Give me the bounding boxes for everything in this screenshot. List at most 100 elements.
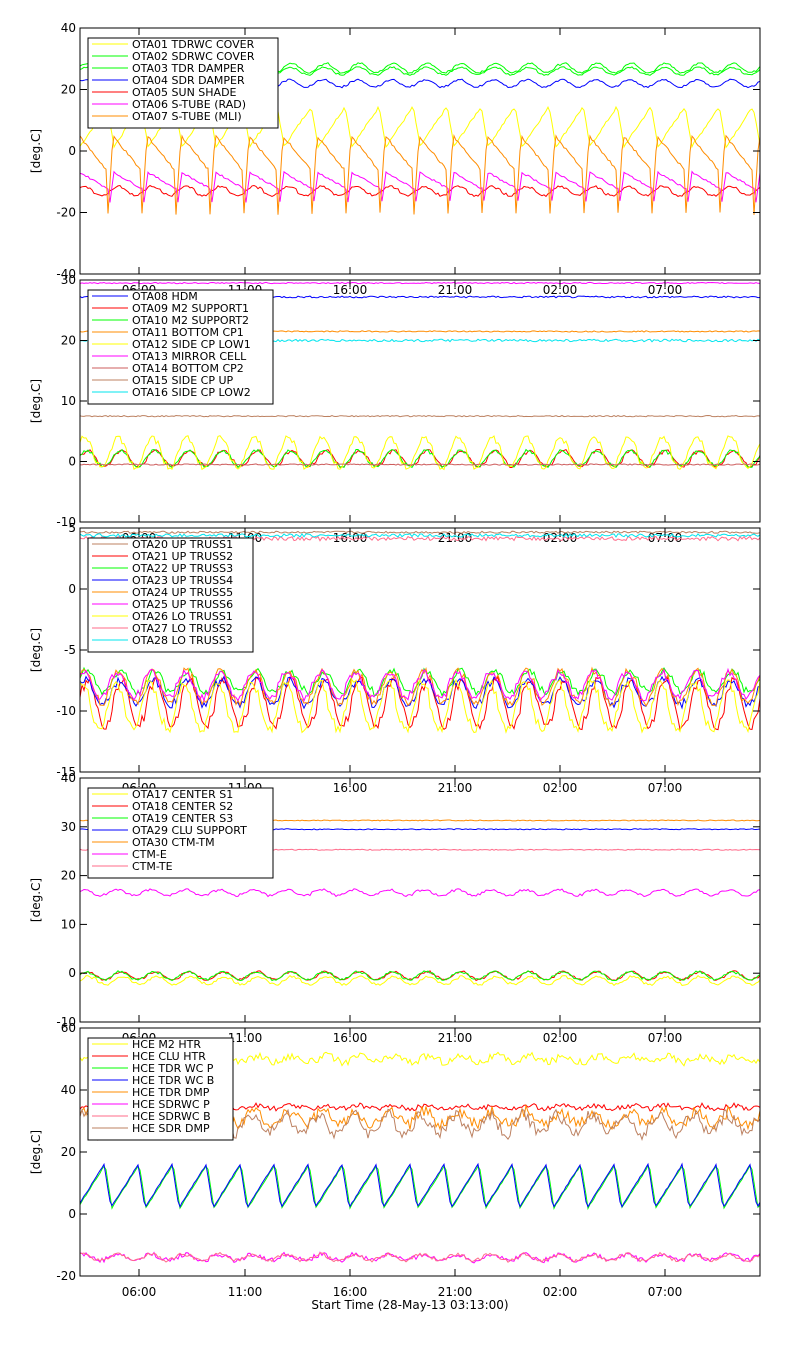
x-tick-label: 21:00 — [438, 781, 473, 795]
series-line — [80, 1251, 760, 1264]
y-tick-label: -40 — [56, 267, 76, 281]
legend-label: OTA20 UP TRUSS1 — [132, 538, 233, 551]
y-tick-label: 40 — [61, 1083, 76, 1097]
legend-label: HCE TDR WC B — [132, 1074, 214, 1087]
x-axis-title: Start Time (28-May-13 03:13:00) — [311, 1298, 509, 1312]
legend-label: OTA04 SDR DAMPER — [132, 74, 245, 87]
legend-label: OTA12 SIDE CP LOW1 — [132, 338, 251, 351]
legend-label: OTA17 CENTER S1 — [132, 788, 233, 801]
legend-label: OTA13 MIRROR CELL — [132, 350, 247, 363]
x-tick-label: 16:00 — [333, 283, 368, 297]
y-tick-label: 20 — [61, 1145, 76, 1159]
legend-label: HCE SDR DMP — [132, 1122, 210, 1135]
legend-label: OTA14 BOTTOM CP2 — [132, 362, 244, 375]
x-tick-label: 02:00 — [543, 781, 578, 795]
series-line — [80, 281, 760, 285]
legend-label: OTA24 UP TRUSS5 — [132, 586, 233, 599]
legend-label: HCE CLU HTR — [132, 1050, 206, 1063]
series-line — [80, 1162, 760, 1208]
x-tick-label: 07:00 — [648, 1031, 683, 1045]
legend-label: OTA01 TDRWC COVER — [132, 38, 255, 51]
chart-panel-4: -1001020304006:0011:0016:0021:0002:0007:… — [29, 771, 761, 1045]
legend-label: OTA18 CENTER S2 — [132, 800, 233, 813]
series-line — [80, 970, 760, 982]
y-tick-label: 20 — [61, 869, 76, 883]
y-axis-title: [deg.C] — [29, 1130, 43, 1174]
y-tick-label: 10 — [61, 394, 76, 408]
x-tick-label: 21:00 — [438, 283, 473, 297]
x-tick-label: 16:00 — [333, 1031, 368, 1045]
legend-label: CTM-E — [132, 848, 167, 861]
x-tick-label: 11:00 — [228, 1031, 263, 1045]
chart-panel-5: -20 0 20 40 60 06:00 11:00 16:00 21:00 02:00 07:00… — [29, 1021, 761, 1299]
x-tick-label: 06:00 — [122, 1285, 157, 1299]
legend-label: OTA22 UP TRUSS3 — [132, 562, 233, 575]
y-tick-label: 0 — [68, 455, 76, 469]
series-line — [80, 975, 760, 987]
series-line — [80, 678, 760, 734]
legend-label: OTA10 M2 SUPPORT2 — [132, 314, 249, 327]
series-line — [80, 530, 760, 534]
x-tick-label: 16:00 — [333, 781, 368, 795]
y-tick-label: -20 — [56, 206, 76, 220]
chart-panel-2: -10010203006:0011:0016:0021:0002:0007:00… — [29, 273, 761, 545]
x-tick-label: 16:00 — [333, 1285, 368, 1299]
legend-label: OTA29 CLU SUPPORT — [132, 824, 247, 837]
legend-label: OTA26 LO TRUSS1 — [132, 610, 233, 623]
y-tick-label: -10 — [56, 704, 76, 718]
y-tick-label: 40 — [61, 21, 76, 35]
series-line — [80, 105, 760, 149]
legend-label: HCE SDRWC P — [132, 1098, 210, 1111]
y-axis-title: [deg.C] — [29, 628, 43, 672]
series-line — [80, 666, 760, 708]
legend-label: OTA08 HDM — [132, 290, 198, 303]
y-tick-label: -15 — [56, 765, 76, 779]
legend-label: OTA02 SDRWC COVER — [132, 50, 255, 63]
plot-frame — [79, 777, 761, 1023]
y-tick-label: 20 — [61, 334, 76, 348]
x-tick-label: 07:00 — [648, 283, 683, 297]
y-tick-label: 0 — [68, 1207, 76, 1221]
legend-label: OTA06 S-TUBE (RAD) — [132, 98, 246, 111]
x-tick-label: 02:00 — [543, 1285, 578, 1299]
series-line — [80, 170, 760, 203]
x-tick-label: 02:00 — [543, 283, 578, 297]
x-tick-label: 21:00 — [438, 1031, 473, 1045]
legend-label: HCE TDR WC P — [132, 1062, 214, 1075]
series-line — [80, 448, 760, 469]
y-tick-label: 40 — [61, 771, 76, 785]
y-tick-label: -20 — [56, 1269, 76, 1283]
legend-label: HCE SDRWC B — [132, 1110, 211, 1123]
series-line — [80, 184, 760, 198]
series-line — [80, 414, 760, 418]
legend-label: OTA25 UP TRUSS6 — [132, 598, 233, 611]
y-tick-label: 30 — [61, 273, 76, 287]
y-tick-label: 10 — [61, 917, 76, 931]
legend-label: OTA11 BOTTOM CP1 — [132, 326, 244, 339]
y-tick-label: 5 — [68, 521, 76, 535]
chart-panel-3: -15-10-50506:0011:0016:0021:0002:0007:00… — [29, 521, 761, 795]
legend-label: OTA23 UP TRUSS4 — [132, 574, 233, 587]
series-line — [80, 448, 760, 468]
y-tick-label: 0 — [68, 966, 76, 980]
x-tick-label: 02:00 — [543, 1031, 578, 1045]
legend-label: CTM-TE — [132, 860, 173, 873]
legend-label: OTA28 LO TRUSS3 — [132, 634, 233, 647]
y-tick-label: 60 — [61, 1021, 76, 1035]
y-tick-label: 30 — [61, 820, 76, 834]
series-line — [80, 888, 760, 898]
y-axis-title: [deg.C] — [29, 129, 43, 173]
y-axis-title: [deg.C] — [29, 379, 43, 423]
legend-label: HCE M2 HTR — [132, 1038, 201, 1051]
y-tick-label: 0 — [68, 582, 76, 596]
legend-label: OTA03 TDR DAMPER — [132, 62, 245, 75]
x-tick-label: 21:00 — [438, 1285, 473, 1299]
x-tick-label: 11:00 — [228, 1285, 263, 1299]
legend-label: OTA16 SIDE CP LOW2 — [132, 386, 251, 399]
legend-label: OTA19 CENTER S3 — [132, 812, 233, 825]
